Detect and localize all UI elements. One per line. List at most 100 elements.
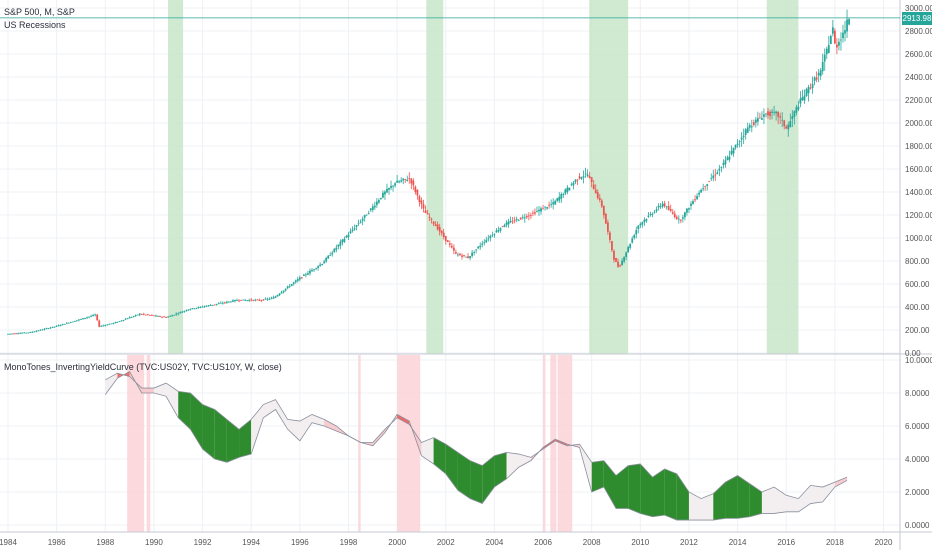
candle-body xyxy=(805,89,808,97)
candle-body xyxy=(836,44,838,48)
candle-body xyxy=(236,300,238,302)
candle-body xyxy=(777,112,780,117)
candle-body xyxy=(763,114,765,117)
candle-body xyxy=(329,255,332,256)
candle-body xyxy=(465,256,467,258)
candle-body xyxy=(244,300,247,301)
time-tick-label: 2006 xyxy=(534,538,552,547)
time-tick-label: 1994 xyxy=(242,538,260,547)
candle-body xyxy=(428,216,431,218)
candle-body xyxy=(373,205,376,208)
indicator-tick-label: 6.0000 xyxy=(905,422,930,431)
spread-fill xyxy=(433,437,446,474)
candle-body xyxy=(37,330,40,332)
price-tick-label: 1800.00 xyxy=(905,142,932,151)
recession-band xyxy=(589,0,629,354)
candle-body xyxy=(157,315,159,317)
candle-body xyxy=(669,209,672,211)
candle-body xyxy=(529,215,532,216)
inversion-band xyxy=(550,355,557,532)
candle-body xyxy=(319,264,322,266)
spread-fill xyxy=(299,414,312,441)
candle-body xyxy=(102,325,105,327)
candle-body xyxy=(276,295,279,297)
candle-body xyxy=(827,44,830,53)
candle-body xyxy=(791,116,794,120)
candle-body xyxy=(211,304,214,306)
candle-body xyxy=(359,221,362,223)
candle-body xyxy=(744,129,747,135)
candle-body xyxy=(588,176,591,178)
time-tick-label: 1986 xyxy=(48,538,66,547)
spread-fill xyxy=(214,409,227,463)
us-recessions-label: US Recessions xyxy=(4,20,66,30)
candle-body xyxy=(86,317,88,319)
candle-body xyxy=(513,219,516,221)
candle-body xyxy=(438,226,441,232)
price-tick-label: 600.00 xyxy=(905,280,930,289)
candle-body xyxy=(621,260,623,265)
candle-body xyxy=(690,203,692,206)
indicator-tick-label: 2.0000 xyxy=(905,488,930,497)
candle-body xyxy=(159,315,161,317)
candle-body xyxy=(649,214,652,215)
candle-body xyxy=(414,186,417,193)
candle-body xyxy=(65,322,68,324)
spread-fill xyxy=(324,419,337,431)
price-tick-label: 2600.00 xyxy=(905,50,932,59)
candle-body xyxy=(422,203,425,209)
candle-body xyxy=(773,111,775,113)
candle-body xyxy=(657,205,660,208)
candle-body xyxy=(633,235,636,238)
candle-body xyxy=(238,300,240,302)
candle-body xyxy=(661,203,664,207)
candle-body xyxy=(712,175,715,179)
time-tick-label: 2004 xyxy=(486,538,504,547)
indicator-tick-label: 0.0000 xyxy=(905,521,930,530)
candle-body xyxy=(556,198,559,201)
spread-fill xyxy=(676,473,689,521)
candle-body xyxy=(84,317,86,319)
candle-body xyxy=(718,168,721,171)
candle-body xyxy=(120,320,123,322)
candle-body xyxy=(349,231,352,234)
price-tick-label: 2200.00 xyxy=(905,96,932,105)
candle-body xyxy=(148,314,151,316)
candle-body xyxy=(483,242,486,243)
candle-body xyxy=(195,307,198,309)
candle-body xyxy=(207,305,210,307)
time-tick-label: 2016 xyxy=(777,538,795,547)
candle-body xyxy=(651,213,654,215)
candle-body xyxy=(817,72,820,76)
candle-body xyxy=(688,208,690,210)
candle-body xyxy=(392,185,394,187)
candle-body xyxy=(542,208,544,210)
candle-body xyxy=(769,111,771,117)
candle-body xyxy=(169,315,172,317)
indicator-label: MonoTones_InvertingYieldCurve (TVC:US02Y… xyxy=(4,362,282,372)
candle-body xyxy=(473,252,476,253)
candle-body xyxy=(17,333,20,335)
grid-lines xyxy=(0,0,900,532)
candle-body xyxy=(35,330,38,332)
candle-body xyxy=(209,305,212,306)
candle-body xyxy=(191,308,194,309)
price-tick-label: 1600.00 xyxy=(905,165,932,174)
candle-body xyxy=(221,302,224,304)
candle-body xyxy=(728,156,731,160)
candle-body xyxy=(645,219,648,221)
candle-body xyxy=(215,303,218,305)
candle-body xyxy=(230,301,232,303)
candle-body xyxy=(9,333,11,335)
candle-body xyxy=(406,179,409,181)
candle-body xyxy=(146,314,149,316)
candle-body xyxy=(594,189,597,194)
candle-body xyxy=(203,306,206,308)
recession-band xyxy=(426,0,444,354)
spread-fill xyxy=(202,404,215,459)
candle-body xyxy=(240,299,242,301)
candle-body xyxy=(519,217,522,220)
candle-body xyxy=(461,255,463,257)
